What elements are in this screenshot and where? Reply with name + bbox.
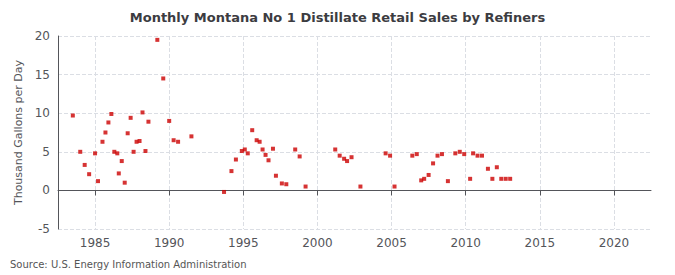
svg-text:1990: 1990 bbox=[154, 236, 185, 250]
svg-text:1985: 1985 bbox=[80, 236, 111, 250]
svg-text:5: 5 bbox=[42, 145, 50, 159]
svg-text:10: 10 bbox=[35, 106, 50, 120]
svg-text:20: 20 bbox=[35, 29, 50, 43]
svg-text:2015: 2015 bbox=[525, 236, 556, 250]
svg-text:-5: -5 bbox=[38, 222, 50, 236]
svg-text:1995: 1995 bbox=[228, 236, 259, 250]
svg-text:Monthly Montana No 1 Distillat: Monthly Montana No 1 Distillate Retail S… bbox=[130, 10, 546, 25]
svg-text:2010: 2010 bbox=[450, 236, 481, 250]
svg-text:2000: 2000 bbox=[302, 236, 333, 250]
svg-text:15: 15 bbox=[35, 68, 50, 82]
svg-text:0: 0 bbox=[42, 183, 50, 197]
svg-text:Source: U.S. Energy Informatio: Source: U.S. Energy Information Administ… bbox=[10, 259, 247, 270]
svg-text:Thousand Gallons per Day: Thousand Gallons per Day bbox=[12, 59, 25, 206]
svg-text:2005: 2005 bbox=[376, 236, 407, 250]
svg-text:2020: 2020 bbox=[599, 236, 630, 250]
